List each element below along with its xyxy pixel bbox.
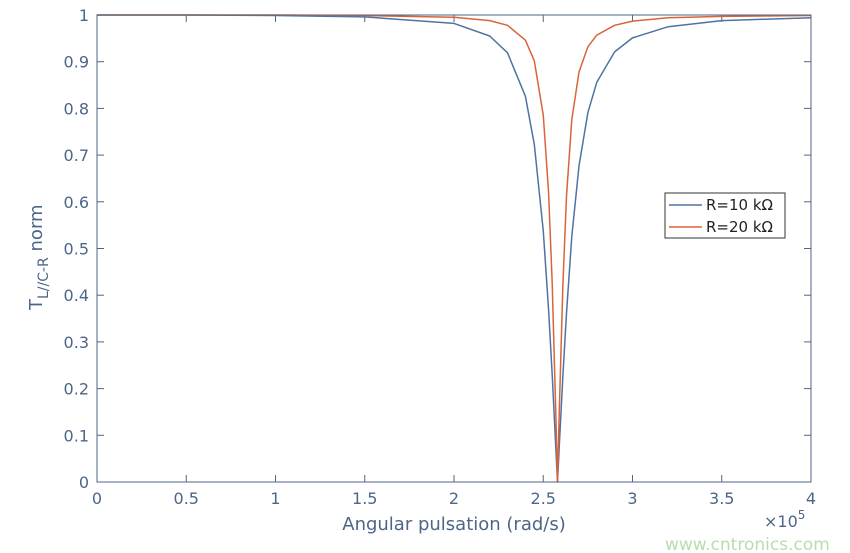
y-tick-label: 0.6 xyxy=(64,193,89,212)
series-line-r20 xyxy=(97,14,812,483)
legend-label-r20: R=20 kΩ xyxy=(706,218,773,236)
y-axis-label: TL//C-R norm xyxy=(26,204,52,311)
watermark: www.cntronics.com xyxy=(665,535,830,553)
series-lines xyxy=(97,14,812,483)
y-tick-label: 0.1 xyxy=(64,426,89,445)
y-tick-label: 0.5 xyxy=(64,240,89,259)
y-tick-label: 0.8 xyxy=(64,99,89,118)
x-tick-label: 1.5 xyxy=(352,489,377,508)
x-tick-label: 0.5 xyxy=(174,489,199,508)
x-tick-label: 4 xyxy=(806,489,816,508)
y-tick-label: 0.7 xyxy=(64,146,89,165)
x-tick-label: 2.5 xyxy=(531,489,556,508)
x-tick-label: 1 xyxy=(270,489,280,508)
x-axis-label: Angular pulsation (rad/s) xyxy=(342,514,566,535)
x-tick-label: 3.5 xyxy=(709,489,734,508)
legend: R=10 kΩ R=20 kΩ xyxy=(664,192,786,239)
legend-box xyxy=(664,192,786,239)
x-tick-label: 2 xyxy=(449,489,459,508)
ticks: 0 0.5 1 1.5 2 2.5 3 3.5 4 0 0.1 0.2 0.3 0.4 0.5 0.6 0.7 0… xyxy=(64,6,817,508)
x-multiplier: ×105 xyxy=(764,508,805,531)
y-tick-label: 0.2 xyxy=(64,380,89,399)
y-tick-label: 0 xyxy=(79,473,89,492)
y-tick-label: 0.3 xyxy=(64,333,89,352)
legend-label-r10: R=10 kΩ xyxy=(706,196,773,214)
y-tick-label: 0.4 xyxy=(64,286,89,305)
plot-frame xyxy=(96,14,812,483)
series-line-r10 xyxy=(97,14,812,483)
x-tick-label: 0 xyxy=(92,489,102,508)
x-tick-label: 3 xyxy=(627,489,637,508)
y-tick-label: 1 xyxy=(79,6,89,25)
y-tick-label: 0.9 xyxy=(64,53,89,72)
